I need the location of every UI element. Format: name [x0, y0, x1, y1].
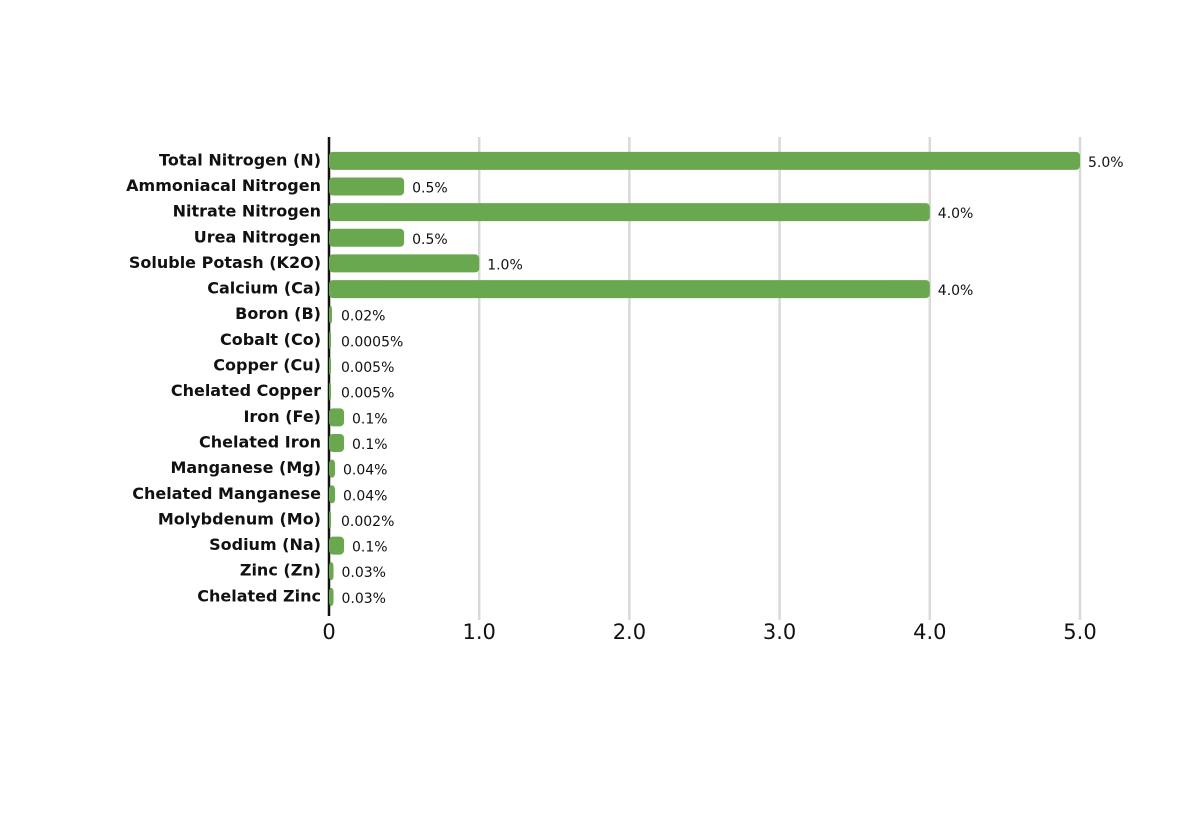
- value-label: 0.03%: [342, 565, 386, 581]
- value-label: 0.005%: [341, 360, 394, 376]
- y-tick-label: Cobalt (Co): [220, 330, 321, 349]
- value-label: 0.03%: [342, 591, 386, 607]
- value-label: 0.04%: [343, 488, 387, 504]
- bar: [329, 433, 345, 452]
- y-tick-label: Calcium (Ca): [207, 279, 321, 298]
- value-label: 0.1%: [352, 437, 388, 453]
- value-label: 0.1%: [352, 411, 388, 427]
- value-label: 0.0005%: [341, 334, 403, 350]
- x-tick-label: 3.0: [763, 620, 796, 644]
- y-tick-label: Chelated Copper: [171, 381, 321, 400]
- x-tick-label: 0: [322, 620, 335, 644]
- y-tick-label: Chelated Zinc: [197, 586, 321, 605]
- value-label: 0.04%: [343, 463, 387, 479]
- value-label: 4.0%: [938, 283, 974, 299]
- bar: [329, 254, 480, 273]
- value-label: 0.02%: [341, 309, 385, 325]
- value-label: 5.0%: [1088, 155, 1124, 171]
- value-label: 0.1%: [352, 540, 388, 556]
- x-tick-label: 2.0: [613, 620, 646, 644]
- value-label: 0.002%: [341, 514, 394, 530]
- bar: [329, 510, 331, 529]
- bar: [329, 151, 1080, 170]
- y-tick-label: Nitrate Nitrogen: [173, 202, 321, 221]
- bar: [329, 382, 331, 401]
- y-tick-label: Chelated Iron: [199, 432, 321, 451]
- value-label: 0.5%: [412, 232, 448, 248]
- bar: [329, 331, 331, 350]
- bar: [329, 562, 334, 581]
- y-tick-label: Total Nitrogen (N): [159, 150, 321, 169]
- bar: [329, 485, 336, 504]
- value-label: 0.005%: [341, 386, 394, 402]
- x-tick-label: 4.0: [913, 620, 946, 644]
- y-tick-label: Zinc (Zn): [240, 561, 321, 580]
- bar: [329, 280, 930, 299]
- y-tick-label: Chelated Manganese: [132, 484, 321, 503]
- y-tick-label: Boron (B): [235, 304, 321, 323]
- x-tick-label: 1.0: [462, 620, 495, 644]
- value-label: 1.0%: [487, 257, 523, 273]
- bar: [329, 536, 345, 555]
- x-tick-label: 5.0: [1063, 620, 1096, 644]
- y-tick-label: Sodium (Na): [209, 535, 321, 554]
- value-label: 4.0%: [938, 206, 974, 222]
- bar: [329, 177, 405, 196]
- bar: [329, 203, 930, 222]
- value-label: 0.5%: [412, 180, 448, 196]
- y-tick-label: Urea Nitrogen: [194, 227, 321, 246]
- bar: [329, 357, 331, 376]
- y-tick-label: Manganese (Mg): [170, 458, 321, 477]
- bar: [329, 228, 405, 247]
- bar: [329, 305, 333, 324]
- y-tick-label: Molybdenum (Mo): [158, 509, 321, 528]
- y-tick-label: Copper (Cu): [213, 356, 321, 375]
- y-tick-label: Soluble Potash (K2O): [129, 253, 321, 272]
- y-tick-label: Iron (Fe): [243, 407, 321, 426]
- y-tick-label: Ammoniacal Nitrogen: [126, 176, 321, 195]
- bar: [329, 587, 334, 606]
- bar: [329, 408, 345, 427]
- bar: [329, 459, 336, 478]
